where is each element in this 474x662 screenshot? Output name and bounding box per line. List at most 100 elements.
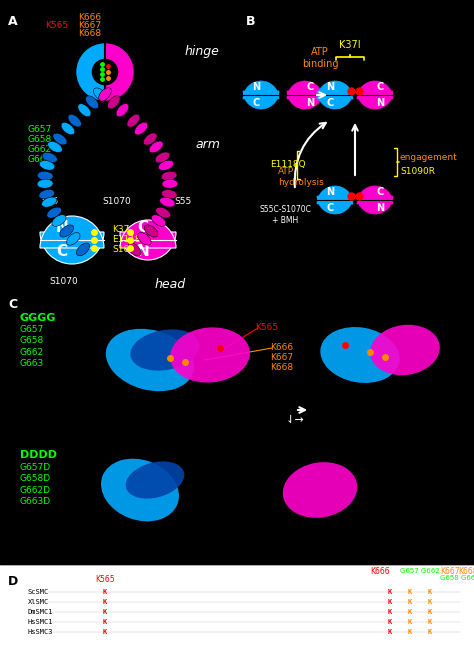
Text: D: D xyxy=(8,575,18,588)
Text: K: K xyxy=(103,589,107,595)
Text: K668: K668 xyxy=(270,363,293,373)
Text: K: K xyxy=(103,609,107,615)
Wedge shape xyxy=(357,196,393,214)
Wedge shape xyxy=(120,220,176,248)
Text: K: K xyxy=(388,599,392,605)
Text: K: K xyxy=(103,629,107,635)
Text: K: K xyxy=(408,619,412,625)
Text: HsSMC3: HsSMC3 xyxy=(28,629,54,635)
Text: E1118: E1118 xyxy=(112,236,141,244)
Ellipse shape xyxy=(149,141,163,153)
Ellipse shape xyxy=(320,327,400,383)
Ellipse shape xyxy=(161,189,177,199)
Text: K: K xyxy=(408,629,412,635)
Wedge shape xyxy=(120,232,176,260)
Ellipse shape xyxy=(99,88,111,101)
Text: G658: G658 xyxy=(28,136,52,144)
Text: K668: K668 xyxy=(78,30,101,38)
Text: S1090: S1090 xyxy=(112,246,141,254)
Wedge shape xyxy=(317,91,353,109)
Text: G657 G662: G657 G662 xyxy=(400,568,440,574)
Ellipse shape xyxy=(283,462,357,518)
Wedge shape xyxy=(40,232,104,264)
Text: S1090R: S1090R xyxy=(400,167,435,177)
Text: HsSMC1: HsSMC1 xyxy=(28,619,54,625)
Text: G658 G663: G658 G663 xyxy=(440,575,474,581)
Text: K: K xyxy=(388,629,392,635)
Text: K37I: K37I xyxy=(339,40,361,50)
Ellipse shape xyxy=(128,243,141,256)
Text: N: N xyxy=(326,187,334,197)
Ellipse shape xyxy=(158,160,174,170)
Text: C: C xyxy=(327,98,334,108)
Text: K: K xyxy=(103,619,107,625)
Text: K: K xyxy=(428,609,432,615)
Text: N: N xyxy=(376,98,384,108)
Text: E1118Q: E1118Q xyxy=(270,160,306,169)
Ellipse shape xyxy=(37,179,53,188)
Text: head: head xyxy=(155,279,186,291)
Text: K: K xyxy=(428,619,432,625)
Wedge shape xyxy=(243,91,279,109)
Text: G662
G663: G662 G663 xyxy=(20,348,44,367)
Ellipse shape xyxy=(108,95,120,109)
Text: N: N xyxy=(55,220,68,236)
Text: K565: K565 xyxy=(45,21,68,30)
Text: N: N xyxy=(137,244,149,260)
Text: K: K xyxy=(388,609,392,615)
Ellipse shape xyxy=(42,152,57,163)
Text: S1070: S1070 xyxy=(50,277,78,287)
Text: K: K xyxy=(103,599,107,605)
Wedge shape xyxy=(317,186,353,204)
Text: ⇃→: ⇃→ xyxy=(286,415,304,425)
Wedge shape xyxy=(287,81,323,99)
Text: C: C xyxy=(327,203,334,213)
Text: K667: K667 xyxy=(78,21,101,30)
Ellipse shape xyxy=(78,104,91,117)
Text: S1070: S1070 xyxy=(102,197,131,207)
Text: G657
G658: G657 G658 xyxy=(20,325,44,345)
Ellipse shape xyxy=(162,179,178,188)
Text: S55C-S1070C
+ BMH: S55C-S1070C + BMH xyxy=(259,205,311,224)
Ellipse shape xyxy=(143,133,157,145)
Wedge shape xyxy=(287,91,323,109)
Ellipse shape xyxy=(53,133,67,145)
Text: G662D
G663D: G662D G663D xyxy=(20,487,51,506)
Ellipse shape xyxy=(60,225,73,237)
Text: B: B xyxy=(246,15,255,28)
Wedge shape xyxy=(317,81,353,99)
Text: K: K xyxy=(408,599,412,605)
Wedge shape xyxy=(40,216,104,248)
Text: C: C xyxy=(376,187,383,197)
Text: K: K xyxy=(388,589,392,595)
Text: G663: G663 xyxy=(28,156,52,164)
Ellipse shape xyxy=(39,160,55,170)
Wedge shape xyxy=(243,81,279,99)
Ellipse shape xyxy=(126,461,184,498)
Text: K: K xyxy=(388,619,392,625)
Text: C: C xyxy=(252,98,260,108)
Circle shape xyxy=(92,60,118,85)
Text: K: K xyxy=(428,629,432,635)
Text: K: K xyxy=(408,609,412,615)
Wedge shape xyxy=(357,186,393,204)
Ellipse shape xyxy=(68,115,82,127)
Text: N: N xyxy=(252,82,260,92)
Text: arm: arm xyxy=(195,138,220,152)
Text: K565: K565 xyxy=(95,575,115,585)
Ellipse shape xyxy=(170,328,250,383)
Ellipse shape xyxy=(67,232,80,245)
Ellipse shape xyxy=(47,207,62,218)
Text: C: C xyxy=(306,82,314,92)
Text: ATP
binding: ATP binding xyxy=(302,47,338,69)
Ellipse shape xyxy=(116,103,129,117)
Text: XlSMC: XlSMC xyxy=(28,599,49,605)
Ellipse shape xyxy=(130,330,200,371)
Text: N: N xyxy=(326,82,334,92)
Text: K: K xyxy=(428,599,432,605)
Text: G657D
G658D: G657D G658D xyxy=(20,463,51,483)
Text: G662: G662 xyxy=(28,146,52,154)
Ellipse shape xyxy=(93,88,107,101)
Text: GGGG: GGGG xyxy=(20,313,56,323)
Wedge shape xyxy=(357,91,393,109)
